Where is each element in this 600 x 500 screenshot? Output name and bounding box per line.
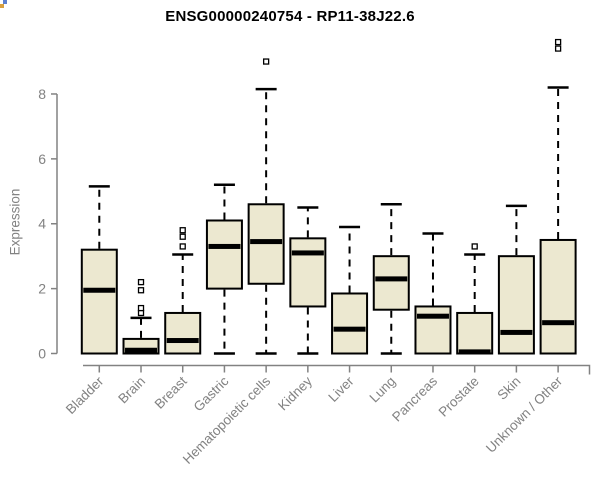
outlier-point xyxy=(471,243,478,250)
median-line xyxy=(333,326,366,332)
x-tick-label-prostate: Prostate xyxy=(436,374,482,420)
iqr-box xyxy=(289,237,327,308)
box-lung xyxy=(372,203,410,355)
chart-title: ENSG00000240754 - RP11-38J22.6 xyxy=(165,8,415,25)
corner-artifact-icon xyxy=(0,0,7,8)
outlier-point xyxy=(554,38,562,46)
y-axis: 0 2 4 6 8 xyxy=(38,86,58,362)
iqr-box xyxy=(80,248,118,355)
x-tick-label-breast: Breast xyxy=(152,373,190,411)
x-tick-label-bladder: Bladder xyxy=(63,373,107,417)
outlier-point xyxy=(554,45,562,52)
iqr-box xyxy=(456,311,494,355)
median-line xyxy=(375,276,408,282)
y-tick-label: 8 xyxy=(38,86,46,102)
x-axis-line xyxy=(83,364,591,375)
x-tick-label-unknown-other: Unknown / Other xyxy=(483,373,566,456)
outlier-point xyxy=(137,278,145,286)
outlier-point xyxy=(262,58,270,65)
median-line xyxy=(291,250,324,256)
box-breast xyxy=(164,227,202,355)
y-tick-label: 0 xyxy=(38,346,46,362)
iqr-box xyxy=(497,255,535,355)
median-line xyxy=(125,347,158,353)
iqr-box xyxy=(372,255,410,311)
box-liver xyxy=(331,225,369,355)
y-tick-label: 2 xyxy=(38,281,46,297)
outlier-point xyxy=(137,304,145,312)
box-prostate xyxy=(456,243,494,355)
box-bladder xyxy=(80,185,118,355)
x-tick-label-brain: Brain xyxy=(115,374,148,407)
x-tick-label-lung: Lung xyxy=(367,374,399,406)
iqr-box xyxy=(331,292,369,355)
x-tick-label-gastric: Gastric xyxy=(191,373,232,414)
box-skin xyxy=(497,204,535,355)
median-line xyxy=(166,338,199,344)
median-line xyxy=(542,320,575,326)
iqr-box xyxy=(414,305,452,355)
iqr-box xyxy=(539,238,577,355)
box-gastric xyxy=(205,183,243,355)
y-tick-label: 6 xyxy=(38,151,46,167)
x-tick-label-pancreas: Pancreas xyxy=(389,373,440,424)
x-tick-label-skin: Skin xyxy=(494,374,523,403)
box-pancreas xyxy=(414,232,452,355)
median-line xyxy=(500,329,533,335)
y-tick-label: 4 xyxy=(38,216,46,232)
outlier-point xyxy=(179,233,186,240)
median-line xyxy=(416,313,449,319)
median-line xyxy=(208,243,241,249)
box-unknown-other xyxy=(539,38,577,355)
box-hematopoietic-cells xyxy=(247,58,285,355)
outlier-point xyxy=(179,243,186,250)
median-line xyxy=(250,239,283,245)
x-tick-label-kidney: Kidney xyxy=(275,373,315,413)
outlier-point xyxy=(179,227,186,234)
box-brain xyxy=(122,278,160,355)
box-kidney xyxy=(289,206,327,355)
iqr-box xyxy=(205,219,243,290)
median-line xyxy=(458,349,491,355)
outlier-point xyxy=(137,287,145,294)
iqr-box xyxy=(164,311,202,355)
median-line xyxy=(83,287,116,293)
x-tick-label-liver: Liver xyxy=(325,373,357,405)
